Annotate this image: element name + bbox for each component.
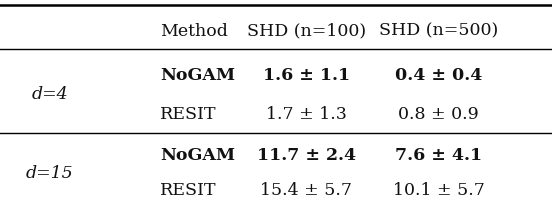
Text: NoGAM: NoGAM [160, 147, 235, 164]
Text: SHD (n=500): SHD (n=500) [379, 23, 498, 40]
Text: SHD (n=100): SHD (n=100) [247, 23, 366, 40]
Text: 1.6 ± 1.1: 1.6 ± 1.1 [263, 67, 350, 84]
Text: 0.8 ± 0.9: 0.8 ± 0.9 [399, 106, 479, 123]
Text: 7.6 ± 4.1: 7.6 ± 4.1 [395, 147, 482, 164]
Text: NoGAM: NoGAM [160, 67, 235, 84]
Text: 15.4 ± 5.7: 15.4 ± 5.7 [261, 182, 352, 199]
Text: 11.7 ± 2.4: 11.7 ± 2.4 [257, 147, 356, 164]
Text: d=15: d=15 [26, 165, 73, 182]
Text: Method: Method [160, 23, 228, 40]
Text: 10.1 ± 5.7: 10.1 ± 5.7 [393, 182, 485, 199]
Text: d=4: d=4 [31, 86, 68, 103]
Text: 1.7 ± 1.3: 1.7 ± 1.3 [266, 106, 347, 123]
Text: 0.4 ± 0.4: 0.4 ± 0.4 [395, 67, 482, 84]
Text: RESIT: RESIT [160, 182, 216, 199]
Text: RESIT: RESIT [160, 106, 216, 123]
